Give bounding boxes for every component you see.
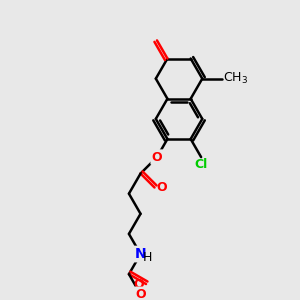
Text: O: O — [135, 288, 146, 300]
Text: CH$_3$: CH$_3$ — [223, 71, 248, 86]
Text: H: H — [142, 251, 152, 264]
Text: N: N — [135, 247, 146, 261]
Text: Cl: Cl — [194, 158, 208, 171]
Text: O: O — [134, 278, 144, 290]
Text: O: O — [152, 151, 162, 164]
Text: O: O — [156, 181, 167, 194]
